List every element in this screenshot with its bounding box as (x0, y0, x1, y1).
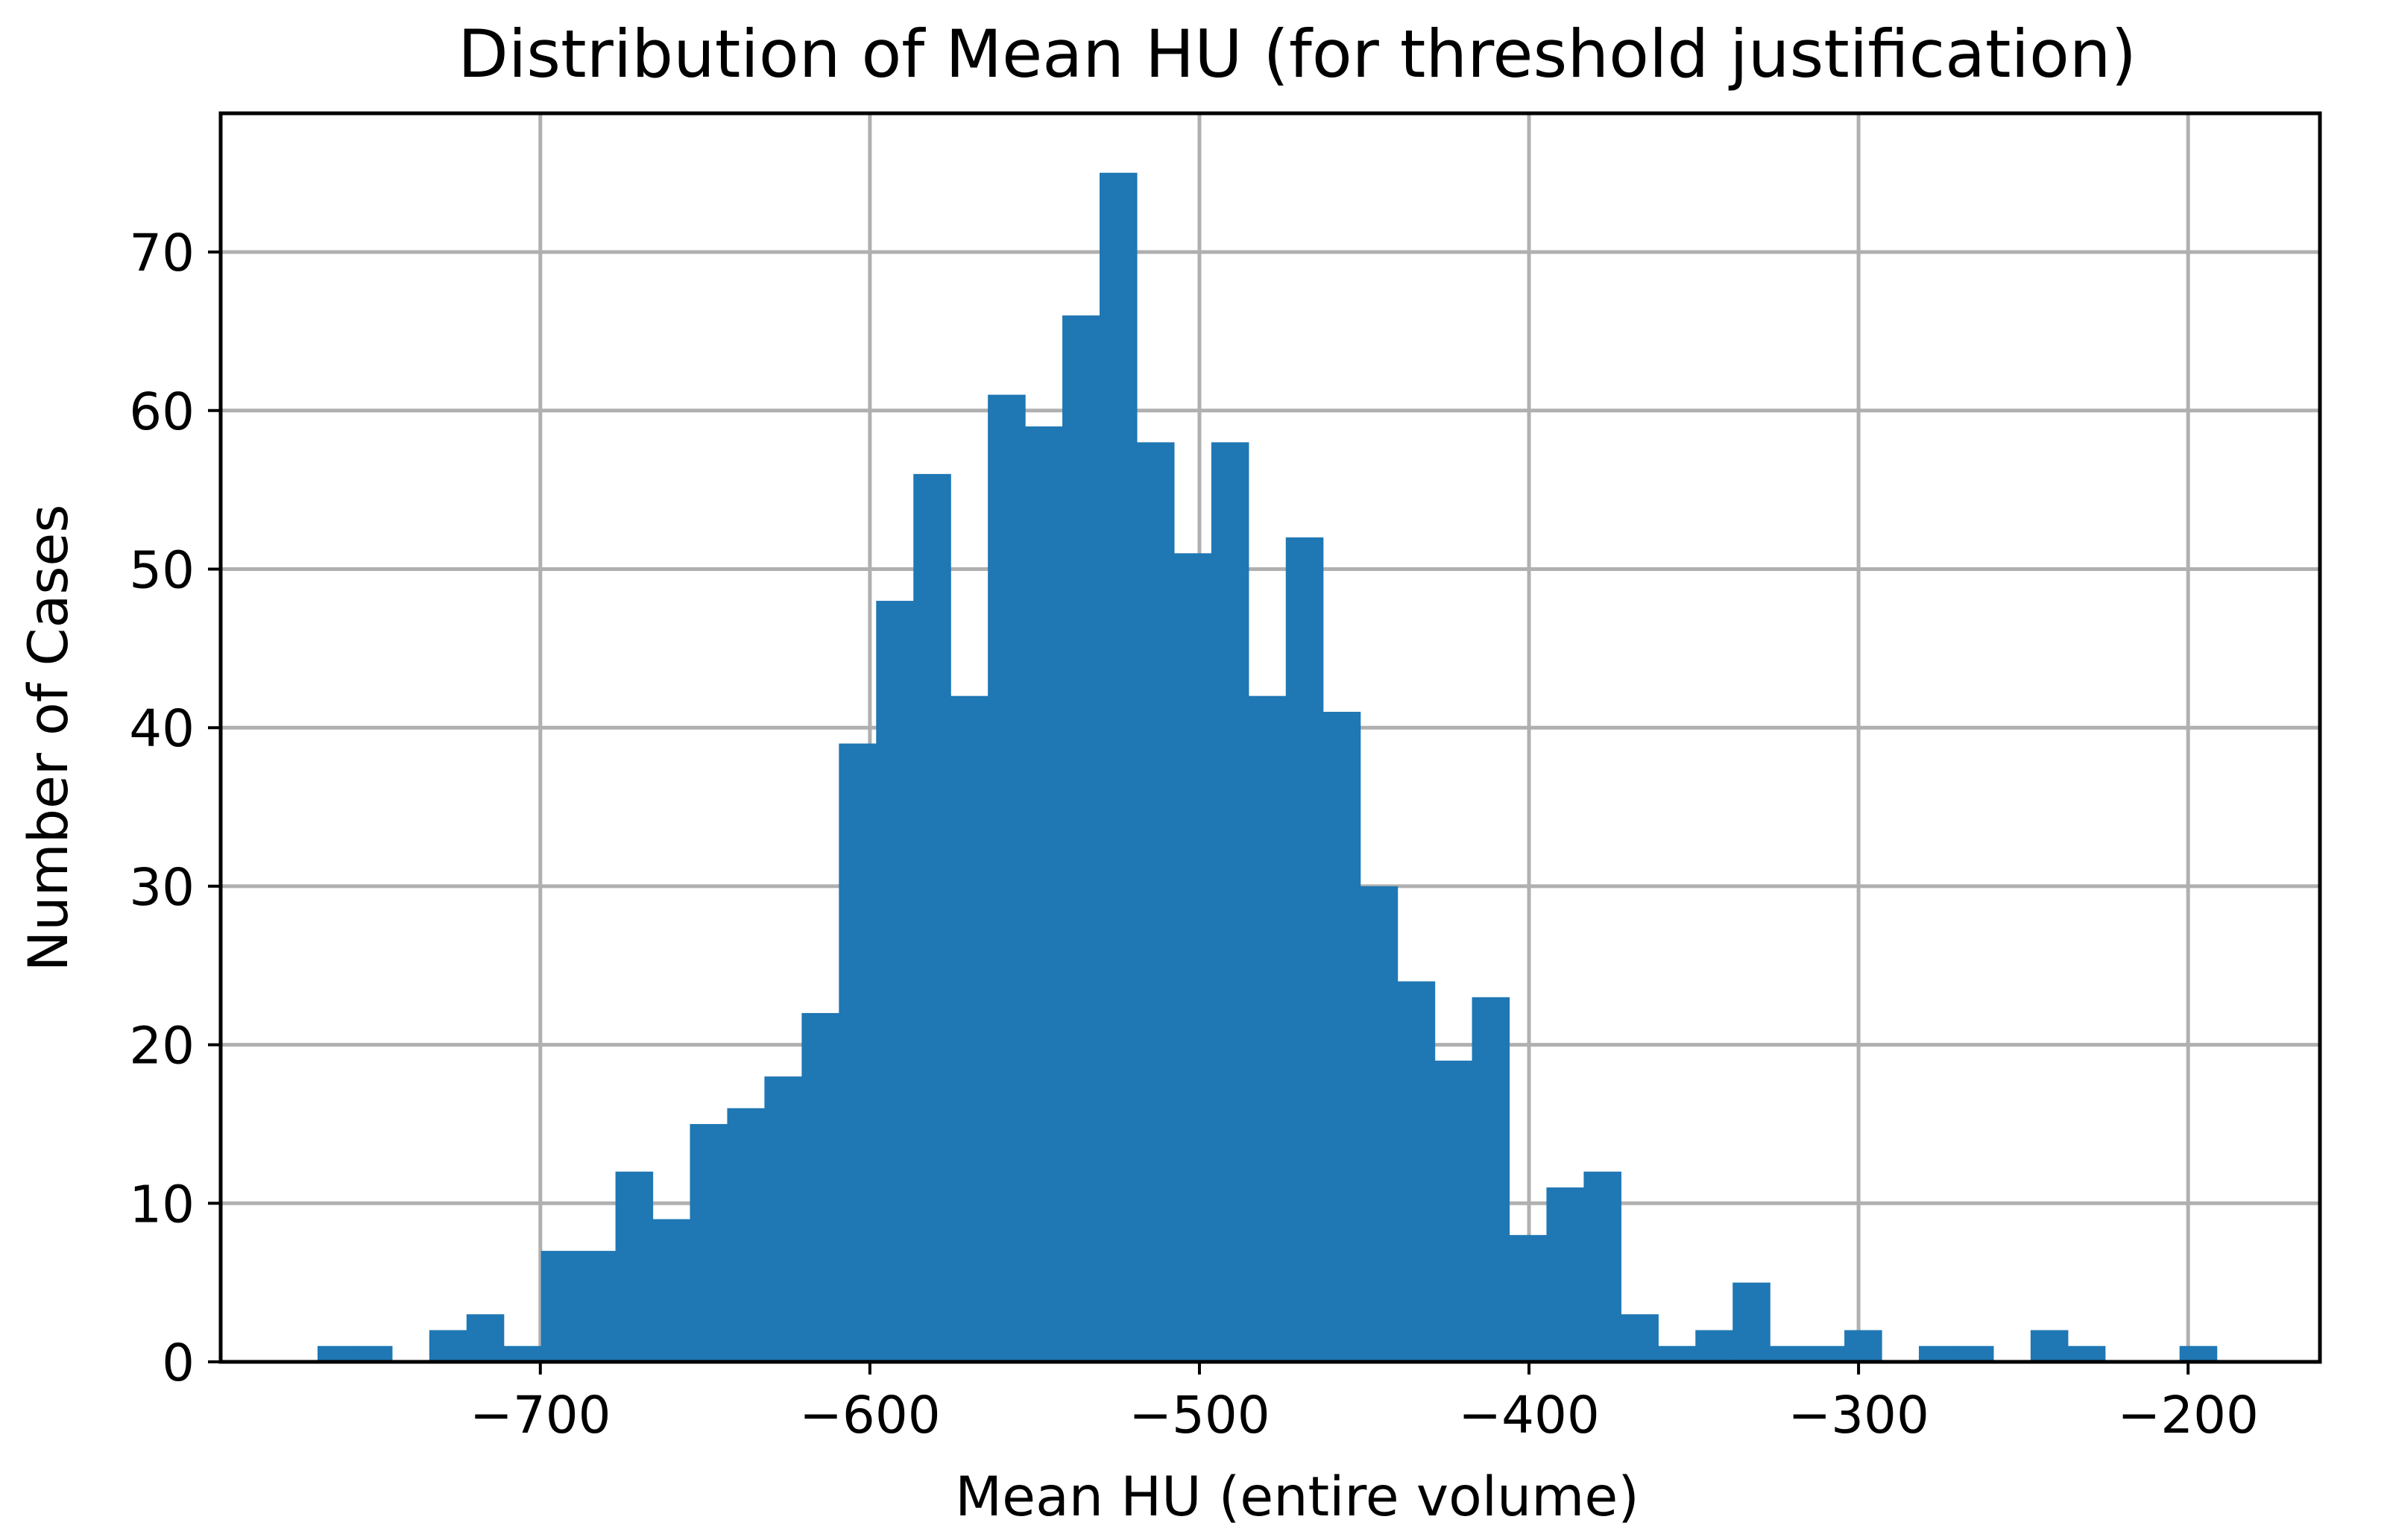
histogram-bar-3 (429, 1330, 467, 1362)
histogram-bar-5 (503, 1345, 542, 1362)
y-tick-label-3: 30 (129, 858, 195, 918)
histogram-bar-13 (801, 1013, 839, 1362)
y-tick-label-0: 0 (162, 1334, 195, 1393)
histogram-bar-34 (1583, 1171, 1621, 1362)
chart-title: Distribution of Mean HU (for threshold j… (458, 16, 2137, 92)
histogram-bar-38 (1732, 1282, 1771, 1362)
x-tick-label-0: −700 (470, 1386, 611, 1445)
x-tick-label-5: −200 (2117, 1386, 2259, 1445)
histogram-bar-10 (690, 1123, 728, 1362)
histogram-bar-23 (1173, 553, 1212, 1363)
histogram-bars (317, 172, 2218, 1363)
histogram-bar-0 (317, 1345, 356, 1362)
histogram-bar-8 (615, 1171, 654, 1362)
histogram-bar-39 (1770, 1345, 1808, 1362)
x-tick-label-4: −300 (1788, 1386, 1929, 1445)
histogram-bar-6 (540, 1251, 579, 1362)
y-tick-label-7: 70 (129, 224, 195, 283)
x-tick-label-1: −600 (799, 1386, 941, 1445)
grid-lines (221, 113, 2320, 1364)
axis-ticks: −700 −600 −500 −400 −300 −200 0 10 20 30 40 50 60 70 (129, 224, 2259, 1445)
histogram-bar-17 (950, 695, 989, 1362)
histogram-bar-12 (764, 1076, 802, 1362)
y-tick-label-1: 10 (129, 1175, 195, 1234)
histogram-bar-44 (1955, 1345, 1994, 1362)
histogram-bar-1 (354, 1345, 393, 1362)
histogram-bar-24 (1211, 442, 1249, 1363)
histogram-bar-27 (1322, 711, 1361, 1362)
histogram-bar-16 (913, 473, 951, 1362)
histogram-bar-21 (1100, 172, 1138, 1362)
histogram-bar-32 (1509, 1234, 1548, 1362)
y-axis-label: Number of Cases (17, 505, 81, 972)
histogram-bar-25 (1248, 695, 1287, 1362)
histogram-bar-4 (466, 1314, 505, 1362)
histogram-bar-37 (1695, 1330, 1733, 1362)
y-tick-label-5: 50 (129, 541, 195, 601)
histogram-bar-28 (1360, 886, 1399, 1362)
histogram-bar-33 (1546, 1187, 1585, 1362)
histogram-bar-9 (652, 1219, 691, 1362)
x-tick-label-3: −400 (1458, 1386, 1600, 1445)
histogram-bar-46 (2030, 1330, 2069, 1362)
histogram-bar-14 (839, 743, 877, 1362)
histogram-bar-19 (1025, 426, 1063, 1362)
x-axis-label: Mean HU (entire volume) (955, 1465, 1639, 1529)
histogram-bar-50 (2179, 1345, 2218, 1362)
histogram-bar-11 (727, 1108, 766, 1362)
y-tick-label-4: 40 (129, 699, 195, 759)
histogram-bar-40 (1807, 1345, 1845, 1362)
histogram-bar-35 (1621, 1314, 1659, 1362)
histogram-bar-30 (1434, 1060, 1473, 1362)
histogram-bar-15 (876, 601, 914, 1362)
histogram-bar-18 (988, 394, 1026, 1362)
histogram-bar-20 (1062, 315, 1100, 1363)
histogram-bar-36 (1658, 1345, 1696, 1362)
histogram-bar-22 (1136, 442, 1175, 1363)
histogram-bar-41 (1844, 1330, 1882, 1362)
histogram-bar-26 (1285, 537, 1324, 1362)
y-tick-label-6: 60 (129, 382, 195, 442)
histogram-bar-47 (2067, 1345, 2106, 1362)
histogram-bar-43 (1918, 1345, 1957, 1362)
x-tick-label-2: −500 (1129, 1386, 1270, 1445)
histogram-bar-31 (1472, 997, 1510, 1362)
histogram-bar-7 (578, 1251, 617, 1362)
y-tick-label-2: 20 (129, 1017, 195, 1076)
axes-frame (218, 111, 2322, 1364)
histogram-bar-29 (1397, 981, 1436, 1362)
